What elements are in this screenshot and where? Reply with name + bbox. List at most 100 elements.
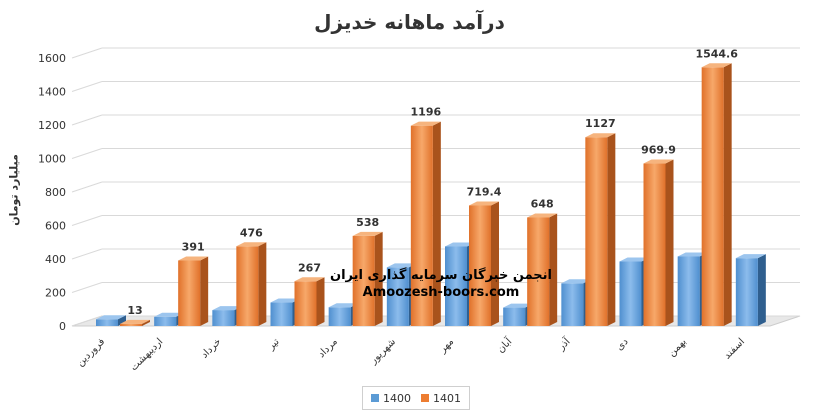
x-tick-label: مهر <box>437 336 456 355</box>
bar-top <box>154 312 185 317</box>
data-label: 648 <box>531 197 554 210</box>
bar-top <box>294 277 325 282</box>
bar-side <box>549 213 558 326</box>
bar-side <box>491 201 499 326</box>
y-ticks: 0 200 400 600 800 1000 1200 1400 1600 <box>38 52 66 333</box>
watermark: انجمن خبرگان سرمایه گذاری ایران Amoozesh… <box>330 268 552 300</box>
data-label: 13 <box>127 304 142 317</box>
data-label: 719.4 <box>467 186 502 199</box>
bar <box>701 67 724 326</box>
bar-top <box>236 242 267 247</box>
legend-item-1401: 1401 <box>421 392 461 405</box>
bar-top <box>410 121 441 126</box>
x-tick-label: شهریور <box>367 336 398 367</box>
bar <box>643 163 666 326</box>
x-ticks: فروردین اردیبهشت خرداد تیر مرداد شهریور مهر آبا… <box>75 334 747 373</box>
bar-side <box>723 63 732 326</box>
bar-top <box>469 201 499 206</box>
gridline-side <box>71 282 103 293</box>
x-tick-label: خرداد <box>199 336 223 360</box>
legend-label-1400: 1400 <box>383 391 411 405</box>
bar-top <box>561 279 592 284</box>
bar <box>503 307 526 326</box>
x-tick-label: آبان <box>494 334 515 355</box>
bar-top <box>120 319 150 324</box>
x-tick-label: اسفند <box>722 336 747 361</box>
bar-side <box>374 231 383 326</box>
x-tick-label: اردیبهشت <box>128 336 165 373</box>
bar-top <box>527 213 558 218</box>
watermark-persian: انجمن خبرگان سرمایه گذاری ایران <box>330 268 552 283</box>
bar-top <box>445 242 475 247</box>
bars-layer <box>96 63 766 326</box>
bar-top <box>619 257 650 262</box>
y-tick-label: 200 <box>45 287 66 300</box>
x-tick-label: دی <box>614 336 630 352</box>
bar-side <box>316 277 325 326</box>
bar <box>178 260 201 326</box>
bar <box>236 246 259 326</box>
bar <box>445 246 467 326</box>
legend-swatch-1400 <box>371 394 379 402</box>
bar-top <box>178 256 209 261</box>
x-tick-label: آذر <box>554 334 573 353</box>
bar-side <box>607 133 616 326</box>
bar <box>96 319 118 326</box>
gridline-side <box>71 47 103 59</box>
bar <box>410 125 433 326</box>
bar-side <box>757 254 766 326</box>
bar <box>677 256 700 326</box>
data-label: 969.9 <box>641 144 676 157</box>
bar-top <box>503 303 534 308</box>
legend-item-1400: 1400 <box>371 392 411 405</box>
gridline-side <box>71 114 103 126</box>
data-label: 391 <box>182 241 205 254</box>
bar-top <box>585 133 616 138</box>
y-tick-label: 800 <box>45 186 66 199</box>
bar <box>120 323 142 326</box>
gridline-side <box>71 181 103 193</box>
bar <box>294 281 317 326</box>
bar-side <box>142 319 150 326</box>
data-label: 476 <box>240 226 263 239</box>
x-tick-label: مرداد <box>316 336 340 360</box>
bar-side <box>258 242 267 326</box>
y-tick-label: 1000 <box>38 153 66 166</box>
bar <box>154 316 177 326</box>
data-label: 1196 <box>411 106 442 119</box>
bar-top <box>386 263 417 268</box>
bar-top <box>735 254 766 259</box>
gridline-side <box>71 215 103 226</box>
bar-top <box>701 63 732 68</box>
y-tick-label: 1600 <box>38 52 66 65</box>
bar-top <box>212 306 243 311</box>
y-tick-label: 1400 <box>38 86 66 99</box>
gridline-side <box>71 148 103 159</box>
gridline-side <box>71 248 103 260</box>
bar-side <box>432 121 441 326</box>
bar <box>561 283 584 326</box>
gridline-side <box>71 315 103 327</box>
bar-top <box>352 231 383 236</box>
y-tick-label: 400 <box>45 253 66 266</box>
data-label: 267 <box>298 261 321 274</box>
y-tick-label: 1200 <box>38 119 66 132</box>
bar <box>619 261 642 326</box>
x-tick-label: بهمن <box>666 336 688 358</box>
x-tick-label: تیر <box>265 336 282 353</box>
data-label: 538 <box>356 216 379 229</box>
bar <box>527 217 550 326</box>
chart-title: درآمد ماهانه خدیزل <box>314 10 505 34</box>
x-tick-label: فروردین <box>75 336 108 369</box>
legend-label-1401: 1401 <box>433 391 461 405</box>
bar <box>386 267 409 326</box>
data-labels: 13 391 476 267 538 1196 719.4 648 1127 969.9 1544.… <box>127 47 738 317</box>
legend-swatch-1401 <box>421 394 429 402</box>
bar-side <box>200 256 209 326</box>
bar <box>585 137 608 326</box>
bar <box>212 310 235 326</box>
bar <box>469 205 491 326</box>
bar <box>735 258 758 326</box>
legend: 1400 1401 <box>362 386 470 410</box>
